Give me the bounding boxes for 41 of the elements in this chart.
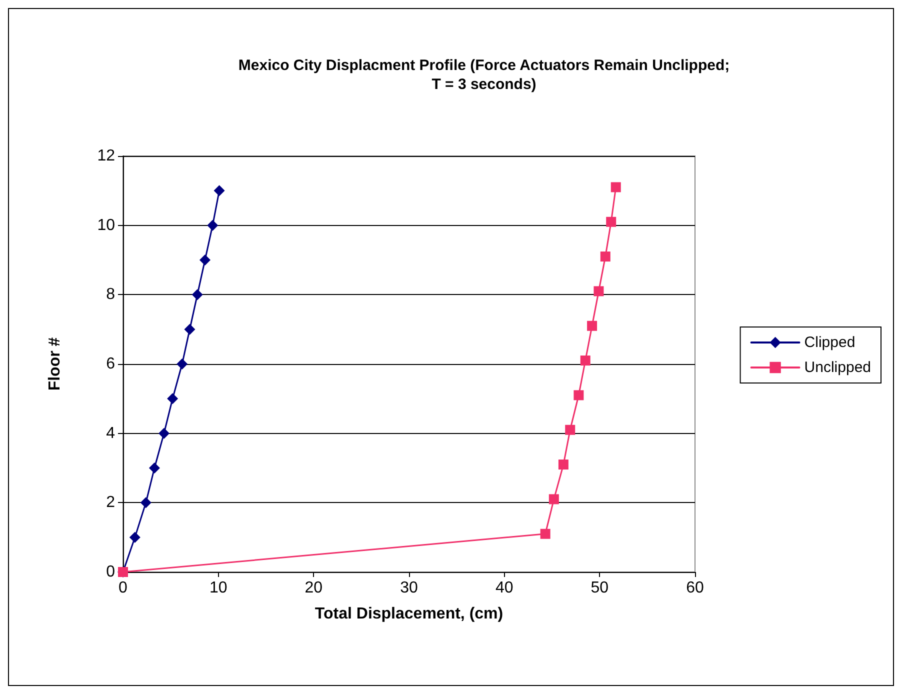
y-tick-label: 12 (97, 148, 116, 164)
point (558, 460, 568, 470)
point (574, 390, 584, 400)
point (606, 216, 616, 227)
y-tick-label: 4 (106, 424, 116, 442)
x-tick-label: 10 (209, 580, 228, 596)
y-axis-title: Floor # (46, 337, 64, 391)
point (214, 185, 225, 196)
x-axis-title: Total Displacement, (cm) (314, 606, 504, 622)
point (565, 424, 576, 435)
point (540, 528, 550, 539)
point (140, 497, 152, 508)
point (580, 356, 590, 366)
point (610, 182, 621, 192)
x-tick-label: 50 (590, 580, 609, 596)
x-tick-label: 0 (118, 580, 128, 596)
point (129, 532, 140, 543)
point (184, 324, 196, 335)
y-tick-label: 8 (106, 286, 116, 304)
x-tick-label: 20 (304, 580, 323, 596)
point (158, 428, 170, 439)
x-tick-label: 40 (495, 580, 514, 596)
point (148, 462, 160, 474)
y-tick-label: 6 (106, 356, 116, 372)
point (176, 358, 188, 370)
y-tick-label: 0 (106, 564, 116, 580)
x-tick-label: 60 (686, 580, 704, 596)
point (199, 254, 210, 266)
point (587, 320, 598, 331)
point (594, 286, 604, 296)
legend-label: Unclipped (804, 359, 872, 376)
y-tick-label: 10 (97, 216, 116, 234)
point (192, 289, 203, 300)
point (600, 252, 610, 262)
point (548, 494, 559, 504)
point (207, 220, 218, 231)
chart-title: Mexico City Displacment Profile (Force Actuators Remain Unclipped; T = 3 seconds) (238, 57, 730, 93)
y-tick-label: 2 (106, 494, 116, 512)
legend-label: Clipped (804, 334, 856, 351)
x-tick-label: 30 (400, 580, 418, 596)
point (167, 393, 178, 404)
